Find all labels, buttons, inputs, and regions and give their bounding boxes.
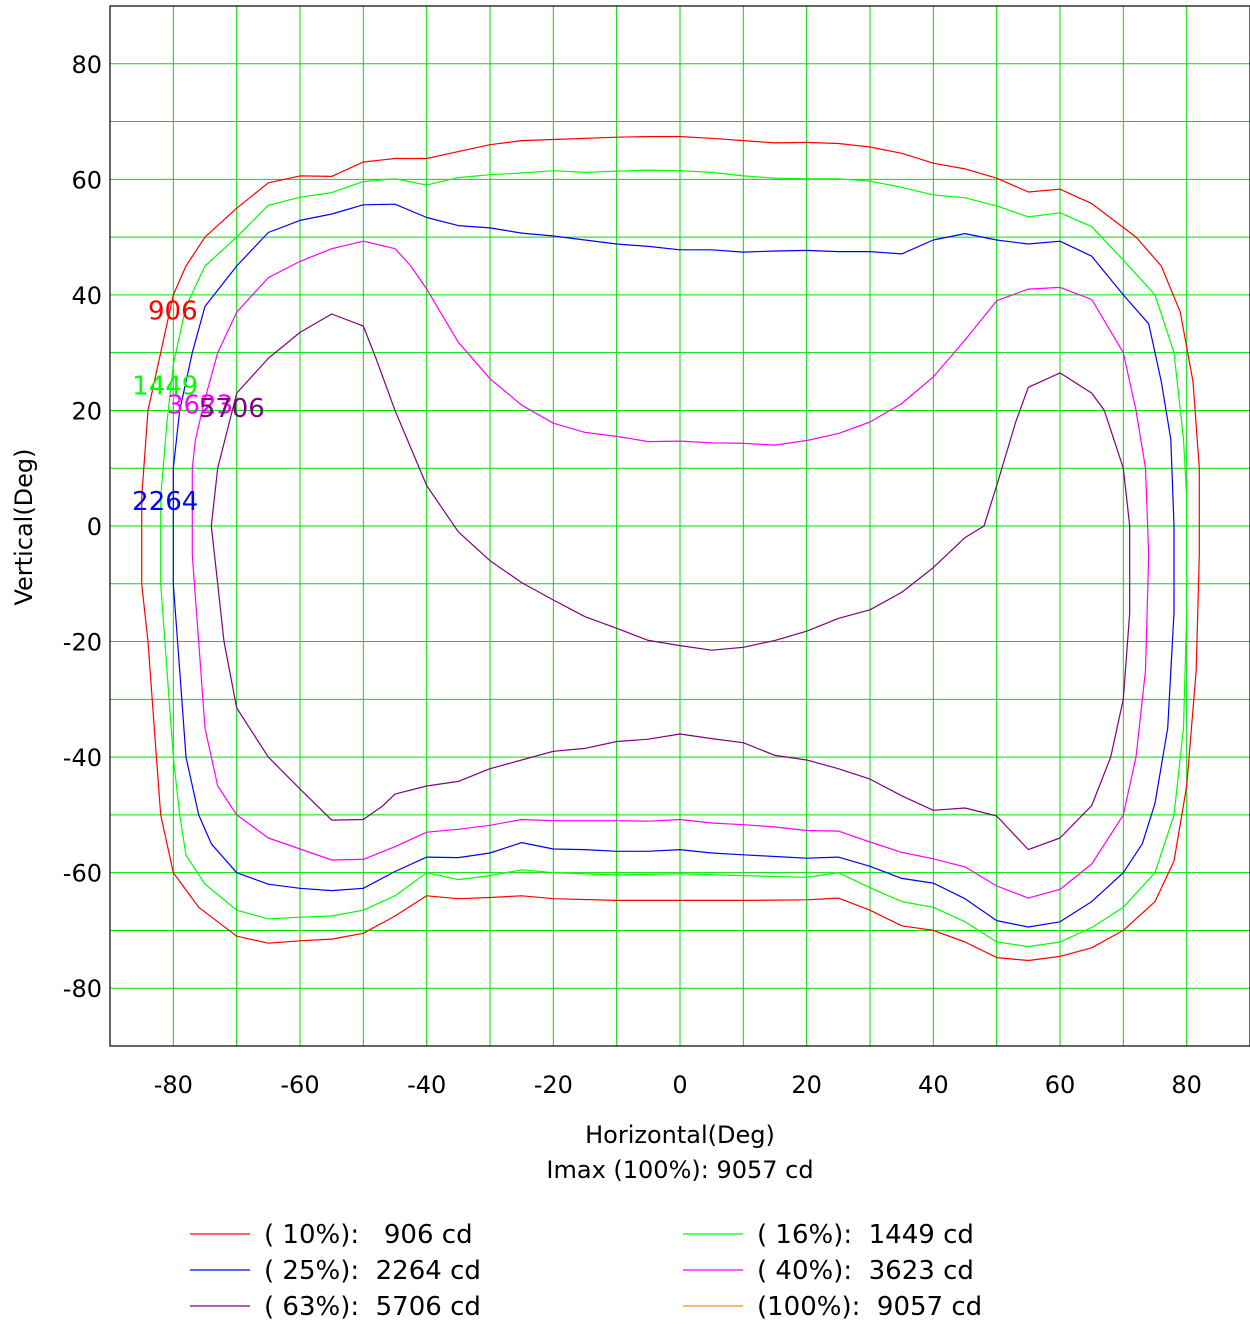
x-tick-label: 0 — [672, 1071, 687, 1099]
legend-item: ( 40%): 3623 cd — [683, 1256, 974, 1286]
contour-line-906 — [141, 136, 1200, 962]
y-axis-title: Vertical(Deg) — [10, 448, 38, 605]
legend-label: ( 10%): 906 cd — [264, 1220, 473, 1250]
contour-line-1449 — [160, 169, 1188, 948]
y-tick-label: 40 — [71, 282, 102, 310]
y-tick-label: -80 — [63, 975, 102, 1003]
contour-line-5706 — [210, 313, 1131, 851]
x-tick-label: -80 — [154, 1071, 193, 1099]
contour-label-3623: 3623 — [167, 391, 233, 421]
legend-label: (100%): 9057 cd — [757, 1292, 982, 1322]
x-tick-label: 20 — [791, 1071, 822, 1099]
y-tick-labels: 80 60 40 20 0 -20 -40 -60 -80 — [63, 51, 102, 1003]
x-tick-label: 80 — [1171, 1071, 1202, 1099]
contour-series — [141, 136, 1200, 962]
legend-label: ( 16%): 1449 cd — [757, 1220, 974, 1250]
contour-label-906: 906 — [148, 296, 198, 326]
legend-label: ( 40%): 3623 cd — [757, 1256, 974, 1286]
y-tick-label: 60 — [71, 166, 102, 194]
legend-label: ( 25%): 2264 cd — [264, 1256, 481, 1286]
plot-area-frame — [109, 5, 1250, 1047]
legend-item: ( 16%): 1449 cd — [683, 1220, 974, 1250]
y-tick-label: -40 — [63, 744, 102, 772]
y-tick-label: 80 — [71, 51, 102, 79]
x-tick-label: -20 — [534, 1071, 573, 1099]
x-tick-labels: -80 -60 -40 -20 0 20 40 60 80 — [154, 1071, 1202, 1099]
y-tick-label: 20 — [71, 397, 102, 425]
grid — [110, 6, 1250, 1046]
x-tick-label: 60 — [1045, 1071, 1076, 1099]
contour-line-2264 — [172, 203, 1175, 928]
legend-item: ( 63%): 5706 cd — [190, 1292, 481, 1322]
contour-label-1449: 1449 — [132, 371, 198, 401]
x-tick-label: -40 — [407, 1071, 446, 1099]
x-tick-label: -60 — [280, 1071, 319, 1099]
contour-label-5706: 5706 — [199, 394, 265, 424]
legend-item: ( 25%): 2264 cd — [190, 1256, 481, 1286]
x-axis-title: Horizontal(Deg) — [585, 1121, 775, 1149]
legend-label: ( 63%): 5706 cd — [264, 1292, 481, 1322]
imax-subtitle: Imax (100%): 9057 cd — [546, 1156, 813, 1184]
y-tick-label: -60 — [63, 860, 102, 888]
y-tick-label: -20 — [63, 629, 102, 657]
legend-item: (100%): 9057 cd — [683, 1292, 982, 1322]
contour-line-3623 — [191, 240, 1150, 899]
y-tick-label: 0 — [87, 513, 102, 541]
contour-label-2264: 2264 — [132, 487, 198, 517]
x-tick-label: 40 — [918, 1071, 949, 1099]
legend-item: ( 10%): 906 cd — [190, 1220, 473, 1250]
legend: ( 10%): 906 cd ( 16%): 1449 cd ( 25%): 226… — [190, 1220, 982, 1322]
